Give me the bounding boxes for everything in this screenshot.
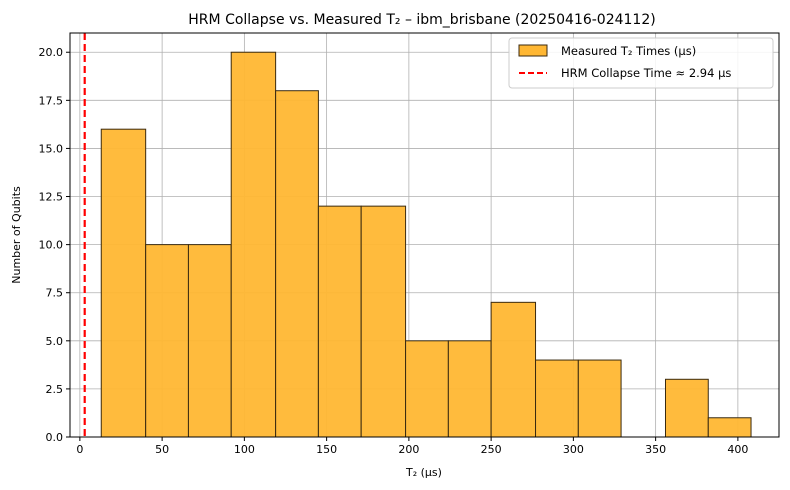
- histogram-bar: [360, 205, 407, 438]
- histogram-bar: [275, 90, 319, 438]
- chart-title: HRM Collapse vs. Measured T₂ – ibm_brisb…: [188, 12, 655, 28]
- histogram-bar: [664, 378, 709, 438]
- legend-label-collapse: HRM Collapse Time ≈ 2.94 μs: [561, 66, 731, 80]
- y-tick-label: 15.0: [39, 142, 64, 155]
- y-tick-label: 10.0: [39, 239, 64, 252]
- x-axis-label: T₂ (μs): [405, 466, 442, 479]
- x-tick-label: 100: [234, 443, 255, 456]
- x-tick-label: 150: [316, 443, 337, 456]
- plot-frame: [69, 32, 780, 438]
- histogram-bar: [145, 244, 189, 438]
- legend-swatch-measured: [518, 44, 548, 57]
- y-tick-label: 7.5: [46, 287, 64, 300]
- x-tick-label: 0: [76, 443, 83, 456]
- legend-box: [508, 37, 774, 89]
- y-tick-label: 17.5: [39, 94, 64, 107]
- y-tick-label: 0.0: [46, 431, 64, 444]
- y-tick-label: 2.5: [46, 383, 64, 396]
- histogram-bar: [577, 359, 622, 438]
- histogram-bar: [490, 301, 537, 438]
- x-tick-label: 250: [481, 443, 502, 456]
- x-tick-label: 400: [727, 443, 748, 456]
- y-tick-label: 12.5: [39, 191, 64, 204]
- y-ticks: 0.0 2.5 5.0 7.5 10.0 12.5 15.0 17.5 20.0: [39, 46, 70, 444]
- x-tick-label: 50: [155, 443, 169, 456]
- histogram-bar: [230, 51, 277, 438]
- y-tick-label: 5.0: [46, 335, 64, 348]
- y-tick-label: 20.0: [39, 46, 64, 59]
- histogram-bar: [317, 205, 362, 438]
- x-ticks: 0 50 100 150 200 250 300 350 400: [76, 437, 748, 456]
- x-tick-label: 350: [645, 443, 666, 456]
- legend: Measured T₂ Times (μs) HRM Collapse Time…: [508, 37, 774, 89]
- histogram-bar: [100, 128, 147, 438]
- histogram-bar: [535, 359, 579, 438]
- histogram-bar: [447, 340, 492, 438]
- x-tick-label: 300: [563, 443, 584, 456]
- histogram-bar: [187, 244, 232, 438]
- histogram-bar: [707, 417, 752, 438]
- legend-label-measured: Measured T₂ Times (μs): [561, 44, 696, 58]
- x-tick-label: 200: [398, 443, 419, 456]
- bar-layer: [100, 51, 752, 438]
- y-axis-label: Number of Qubits: [10, 186, 23, 284]
- histogram-bar: [405, 340, 449, 438]
